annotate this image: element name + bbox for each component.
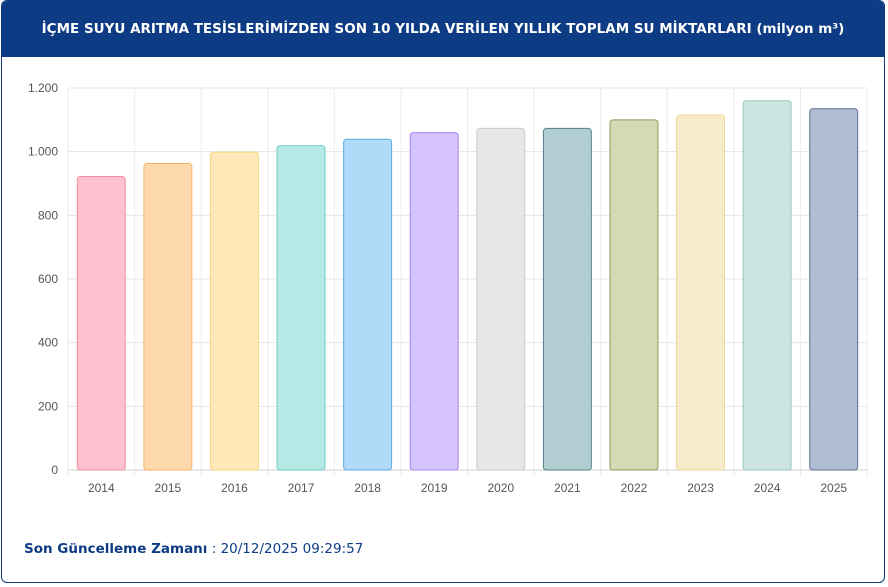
y-tick-label: 600 <box>38 272 58 286</box>
bar-2022 <box>609 119 659 471</box>
bar-2020 <box>476 127 526 471</box>
x-tick-label: 2014 <box>88 481 115 495</box>
x-tick-label: 2023 <box>687 481 714 495</box>
x-tick-label: 2022 <box>621 481 648 495</box>
last-updated-label: Son Güncelleme Zamanı <box>24 541 208 557</box>
x-tick-label: 2015 <box>155 481 182 495</box>
chart-title: İÇME SUYU ARITMA TESİSLERİMİZDEN SON 10 … <box>2 1 884 57</box>
chart-svg: 0 200 400 600 800 1.000 1.200 2014 2015 2016 2017 2… <box>28 81 868 495</box>
bar-2015 <box>143 162 193 471</box>
bar-2016 <box>209 151 259 471</box>
bar-2025 <box>809 108 859 471</box>
x-tick-label: 2020 <box>487 481 514 495</box>
y-tick-label: 200 <box>38 399 58 413</box>
bar-2017 <box>276 145 326 471</box>
last-updated-timestamp: 20/12/2025 09:29:57 <box>220 541 364 557</box>
x-tick-label: 2019 <box>421 481 448 495</box>
bar-2014 <box>76 175 126 471</box>
last-updated: Son Güncelleme Zamanı : 20/12/2025 09:29… <box>24 541 363 557</box>
x-tick-label: 2021 <box>554 481 581 495</box>
bar-chart: 0 200 400 600 800 1.000 1.200 2014 2015 2016 2017 2… <box>2 57 884 507</box>
y-tick-label: 1.200 <box>28 81 58 95</box>
y-tick-label: 400 <box>38 336 58 350</box>
y-tick-label: 800 <box>38 208 58 222</box>
x-tick-label: 2017 <box>288 481 315 495</box>
x-tick-label: 2018 <box>354 481 381 495</box>
last-updated-separator: : <box>207 541 221 557</box>
bar-2024 <box>742 100 792 471</box>
x-tick-label: 2025 <box>820 481 847 495</box>
bar-2021 <box>542 127 592 471</box>
x-tick-label: 2016 <box>221 481 248 495</box>
y-tick-label: 1.000 <box>28 145 58 159</box>
bar-2023 <box>676 114 726 471</box>
y-tick-label: 0 <box>51 463 58 477</box>
bar-2018 <box>343 138 393 471</box>
bar-2019 <box>409 132 459 471</box>
x-tick-label: 2024 <box>754 481 781 495</box>
